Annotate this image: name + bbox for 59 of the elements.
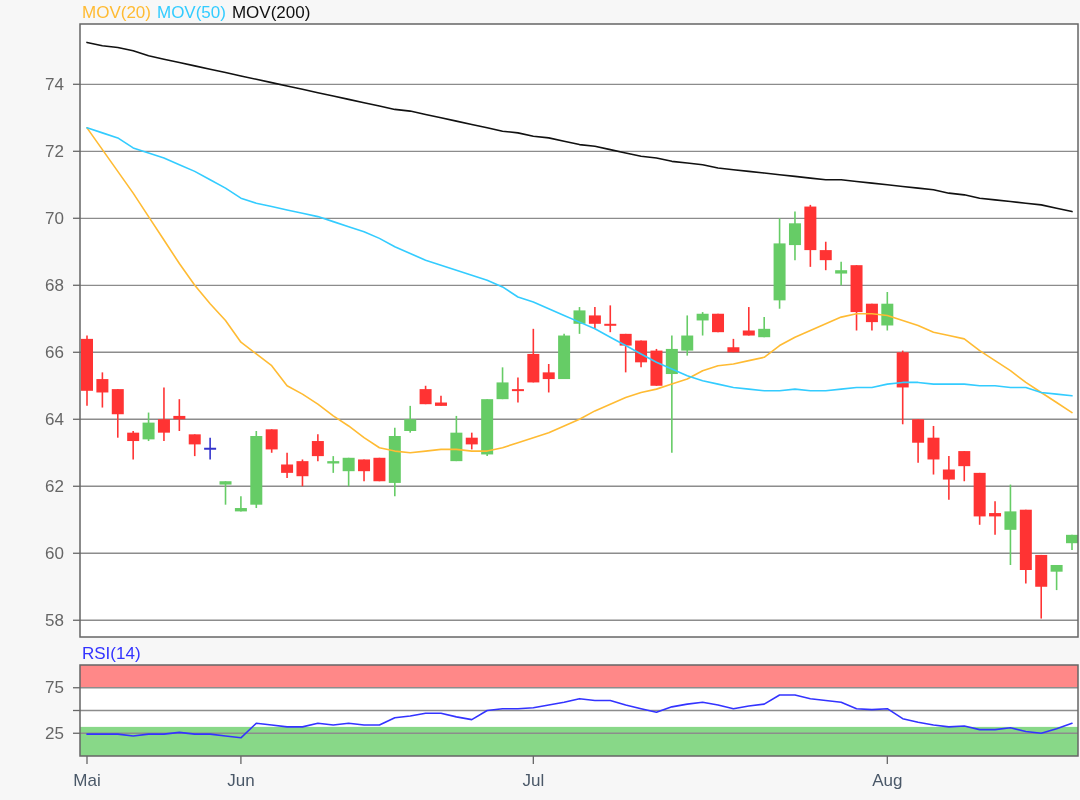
- candlestick: [619, 333, 632, 374]
- candlestick: [958, 450, 971, 483]
- candlestick: [588, 306, 601, 330]
- y-tick-label: 70: [45, 208, 64, 228]
- candlestick: [1050, 564, 1063, 591]
- candlestick: [342, 456, 355, 488]
- candlestick: [219, 480, 232, 506]
- candlestick: [912, 418, 925, 464]
- candlestick: [573, 306, 586, 335]
- x-tick-label: Jun: [227, 771, 255, 790]
- candlestick: [311, 433, 324, 462]
- y-tick-label: 25: [45, 723, 64, 743]
- candlestick: [188, 433, 201, 457]
- candlestick: [496, 366, 509, 400]
- y-tick-label: 72: [45, 141, 64, 161]
- candlestick: [696, 311, 709, 337]
- y-tick-label: 66: [45, 342, 64, 362]
- candlestick: [296, 458, 309, 488]
- candlestick: [511, 376, 524, 404]
- y-tick-label: 75: [45, 678, 64, 698]
- candlestick: [1004, 483, 1017, 566]
- candlestick: [542, 363, 555, 394]
- y-tick-label: 62: [45, 476, 64, 496]
- x-tick-label: Mai: [73, 771, 101, 790]
- candlestick: [942, 455, 955, 501]
- candlestick: [281, 451, 294, 479]
- candlestick: [204, 436, 217, 461]
- y-tick-label: 64: [45, 409, 64, 429]
- y-tick-label: 74: [45, 74, 64, 94]
- candlestick: [404, 405, 417, 434]
- candlestick: [173, 398, 186, 432]
- candlestick: [265, 428, 278, 454]
- candlestick: [819, 240, 832, 271]
- candlestick: [157, 386, 170, 442]
- text: MOV(50): [156, 3, 226, 22]
- candlestick: [604, 304, 617, 333]
- candlestick: [742, 306, 755, 337]
- candlestick: [96, 371, 109, 409]
- candlestick: [835, 261, 848, 287]
- line-series: [86, 127, 1073, 454]
- candlestick: [681, 314, 694, 357]
- y-tick-label: 68: [45, 275, 64, 295]
- text: MOV(20): [82, 3, 151, 22]
- x-tick-label: Jul: [522, 771, 545, 790]
- x-tick-label: Aug: [872, 771, 903, 790]
- y-tick-label: 58: [45, 610, 64, 630]
- candlestick: [234, 495, 247, 513]
- candlestick: [989, 500, 1002, 536]
- line-series: [86, 41, 1073, 213]
- text: RSI(14): [82, 644, 141, 663]
- line-series: [86, 127, 1073, 397]
- y-tick-label: 60: [45, 543, 64, 563]
- candlestick: [788, 210, 801, 261]
- line-series: [86, 694, 1073, 739]
- candlestick: [142, 411, 155, 442]
- text: MOV(200): [231, 3, 311, 22]
- candlestick: [927, 425, 940, 476]
- candlestick: [127, 430, 140, 461]
- candlestick: [358, 458, 371, 483]
